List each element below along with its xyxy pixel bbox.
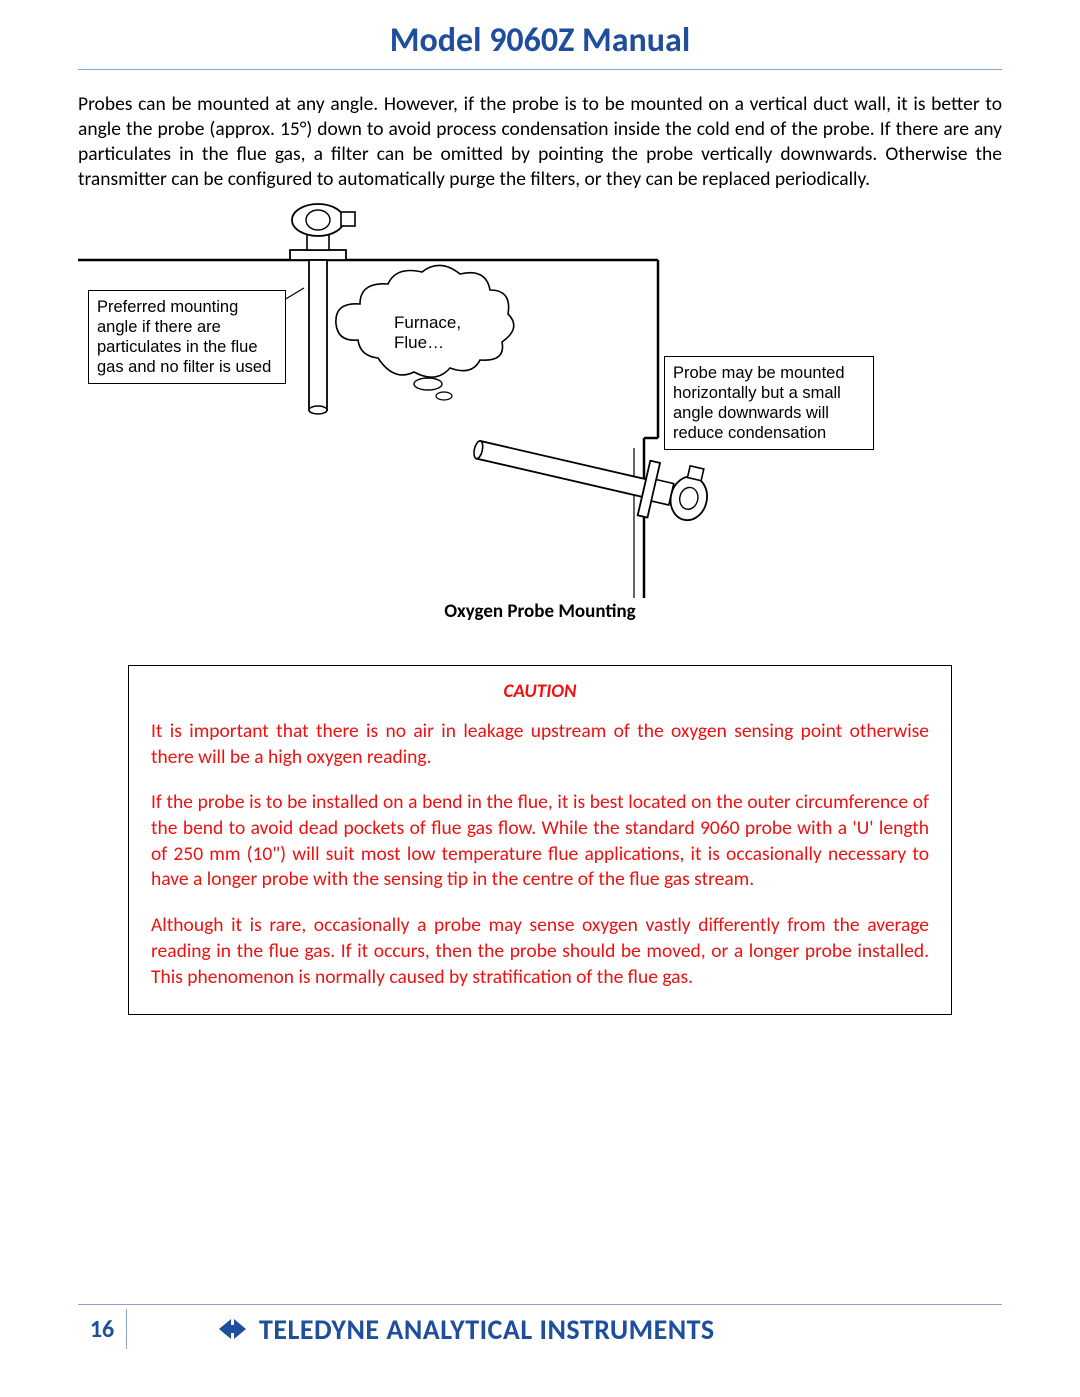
- body-paragraph: Probes can be mounted at any angle. Howe…: [78, 92, 1002, 192]
- page-title: Model 9060Z Manual: [78, 20, 1002, 69]
- caution-paragraph-3: Although it is rare, occasionally a prob…: [151, 913, 929, 990]
- cloud-text-2: Flue…: [394, 333, 444, 352]
- callout-left: Preferred mounting angle if there are pa…: [88, 290, 286, 385]
- caution-heading: CAUTION: [151, 680, 929, 703]
- brand: TELEDYNE ANALYTICAL INSTRUMENTS: [217, 1312, 715, 1347]
- cloud-text-1: Furnace,: [394, 313, 461, 332]
- caution-paragraph-2: If the probe is to be installed on a ben…: [151, 790, 929, 893]
- footer-rule: [78, 1304, 1002, 1305]
- figure-caption: Oxygen Probe Mounting: [78, 600, 1002, 623]
- page-number: 16: [78, 1315, 126, 1344]
- caution-box: CAUTION It is important that there is no…: [128, 665, 952, 1016]
- title-rule: [78, 69, 1002, 70]
- brand-text: TELEDYNE ANALYTICAL INSTRUMENTS: [259, 1312, 715, 1347]
- callout-right: Probe may be mounted horizontally but a …: [664, 356, 874, 451]
- probe-mounting-diagram: Furnace, Flue… Preferred mounting angle: [78, 198, 1002, 598]
- teledyne-logo-icon: [217, 1315, 251, 1343]
- furnace-cloud-icon: Furnace, Flue…: [336, 265, 514, 400]
- page-footer: 16 TELEDYNE ANALYTICAL INSTRUMENTS: [78, 1304, 1002, 1349]
- footer-divider: [126, 1309, 127, 1349]
- caution-paragraph-1: It is important that there is no air in …: [151, 719, 929, 770]
